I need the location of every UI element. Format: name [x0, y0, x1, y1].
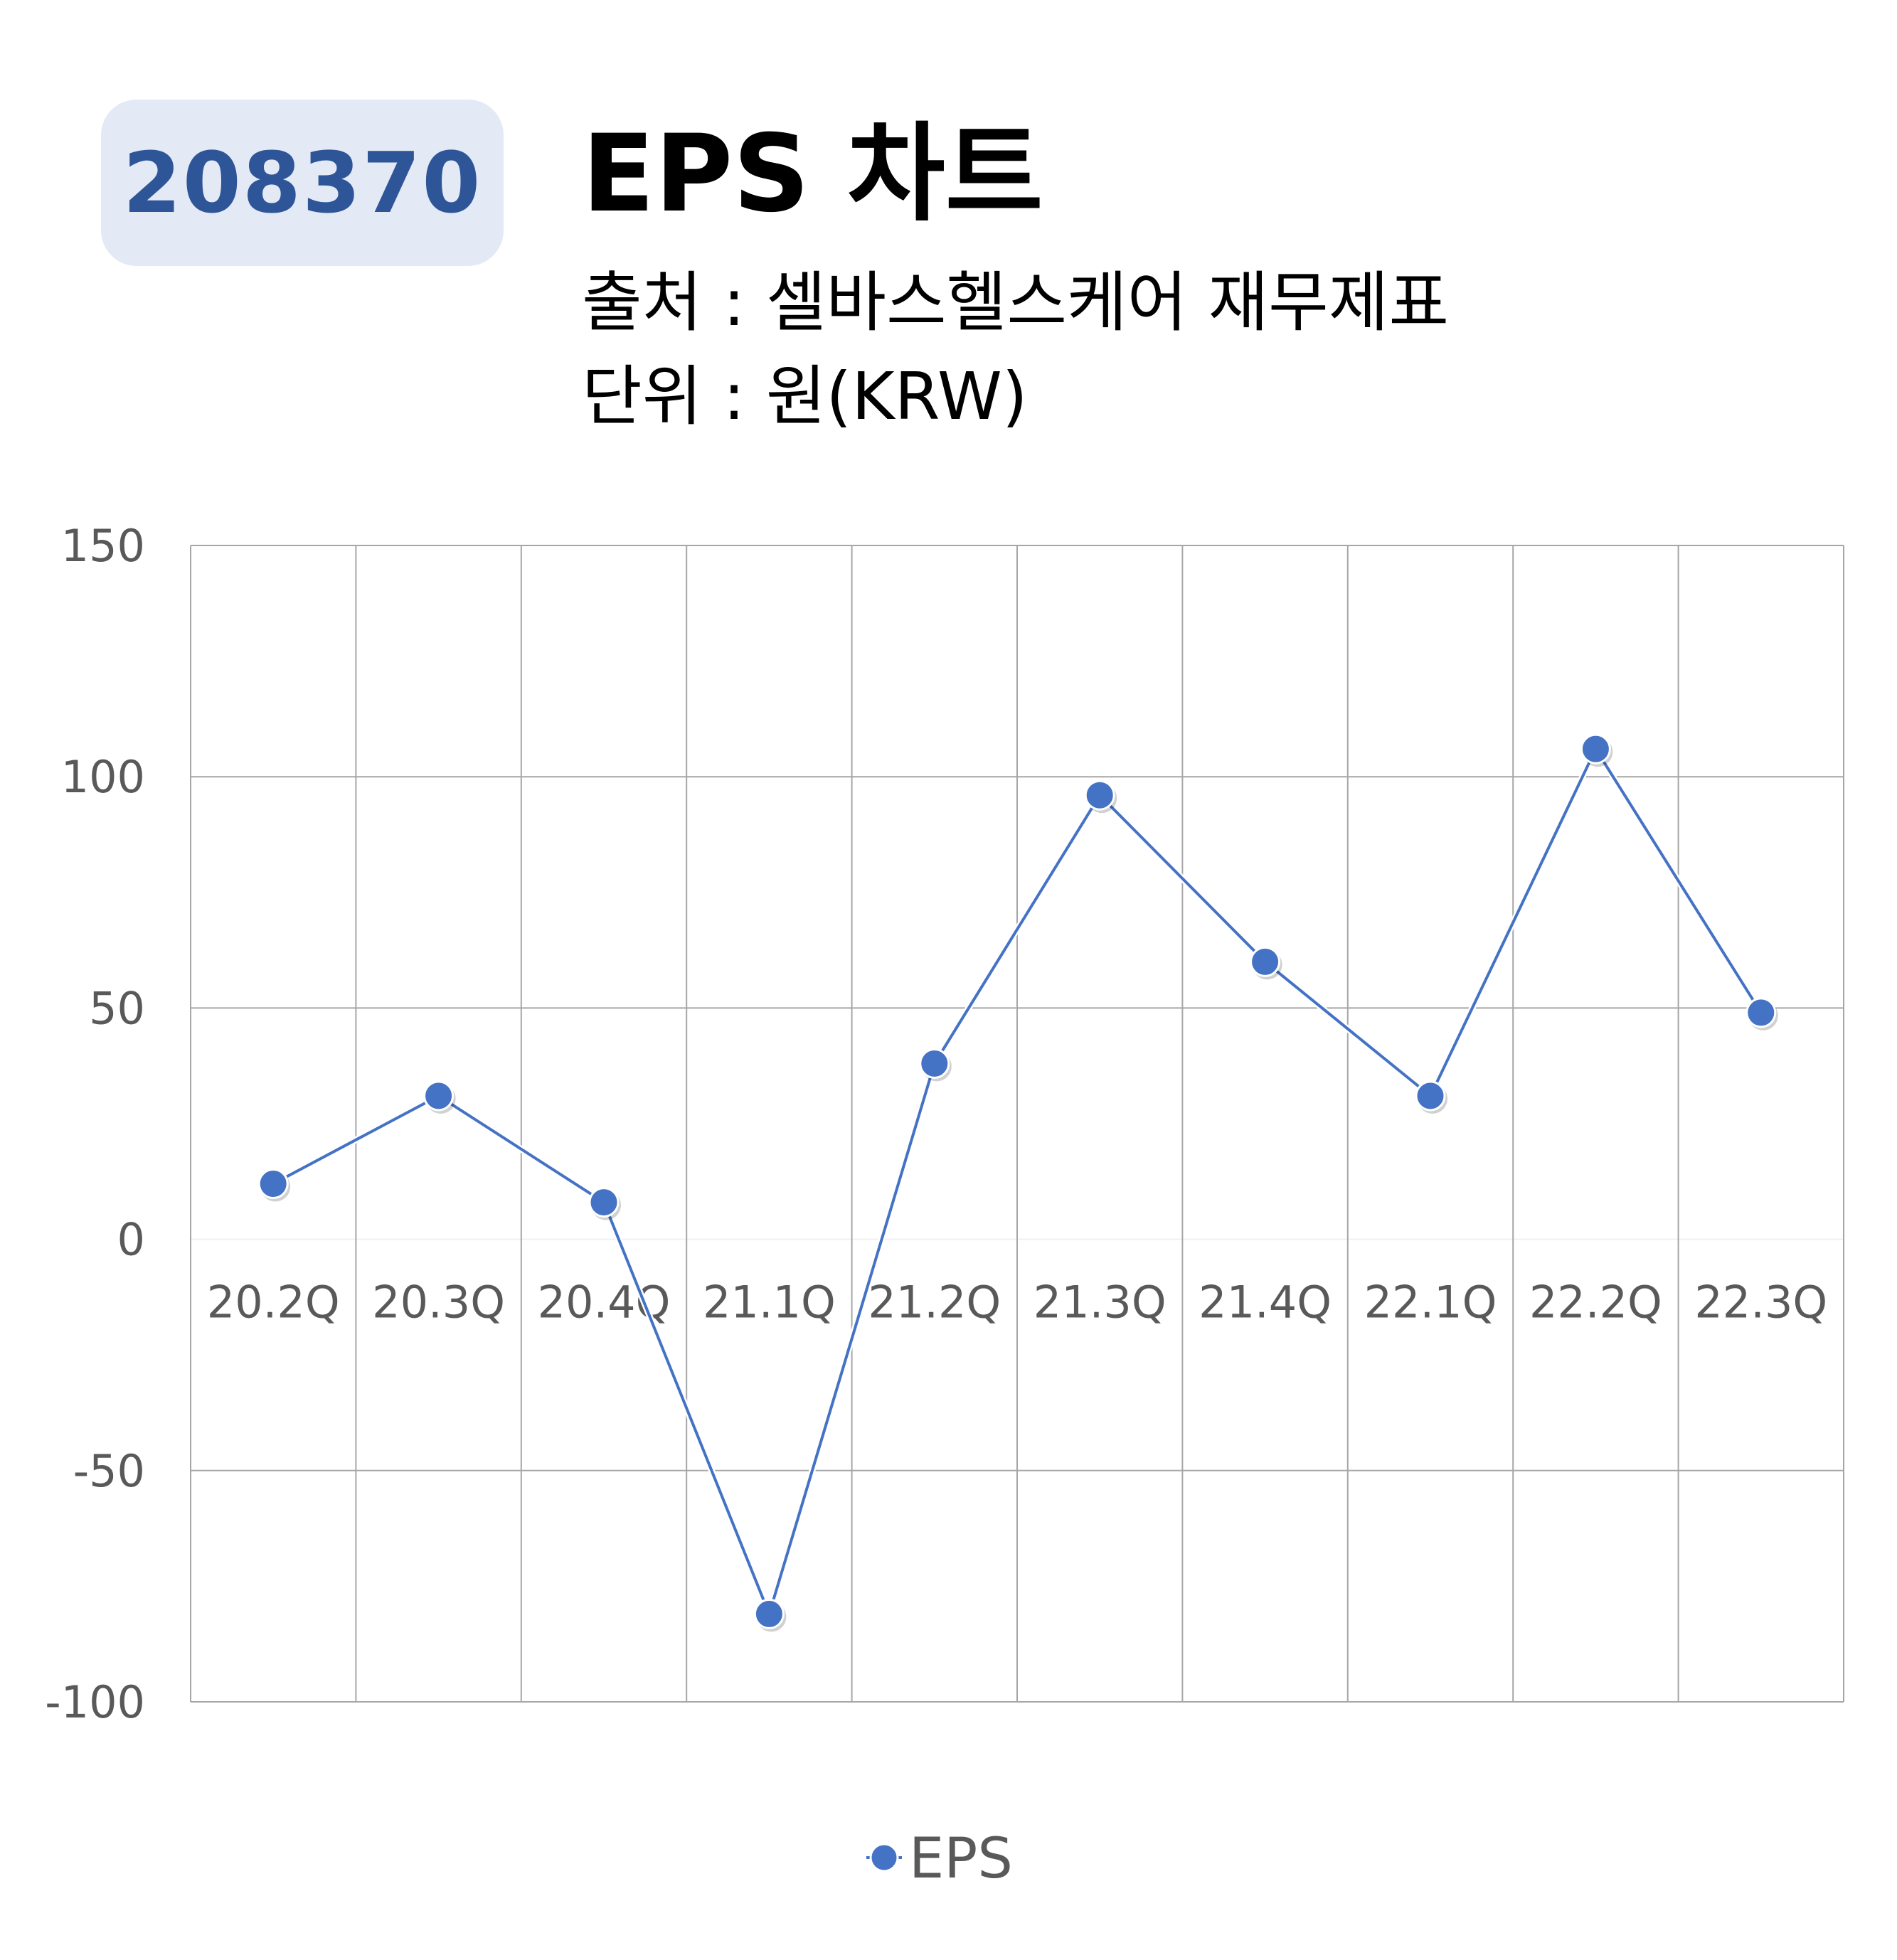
- y-tick-label: -100: [45, 1676, 145, 1728]
- x-tick-label: 22.1Q: [1364, 1277, 1497, 1328]
- data-point: [1745, 997, 1777, 1028]
- grid: [190, 545, 1844, 1703]
- x-tick-label: 22.2Q: [1529, 1277, 1662, 1328]
- series-eps: [257, 733, 1778, 1632]
- series-line: [272, 747, 1763, 1616]
- ticker-badge: 208370: [101, 100, 504, 266]
- x-tick-label: 21.1Q: [703, 1277, 836, 1328]
- y-tick-label: -50: [73, 1445, 145, 1497]
- legend-marker: [869, 1843, 899, 1873]
- data-point: [588, 1187, 620, 1218]
- x-tick-label: 20.2Q: [207, 1277, 340, 1328]
- y-tick-label: 50: [89, 982, 145, 1034]
- y-axis-ticks: 150 100 50 0 -50 -100: [45, 520, 145, 1728]
- data-point: [257, 1168, 289, 1200]
- data-point: [919, 1048, 950, 1079]
- data-point: [1580, 733, 1611, 765]
- y-tick-label: 150: [61, 520, 145, 572]
- source-line: 출처 : 셀바스헬스케어 재무제표: [582, 265, 1450, 341]
- x-tick-label: 21.3Q: [1033, 1277, 1167, 1328]
- data-point: [1250, 946, 1281, 977]
- data-point: [753, 1598, 785, 1629]
- data-point: [1084, 779, 1115, 811]
- unit-line: 단위 : 원(KRW): [582, 358, 1028, 435]
- y-tick-label: 0: [117, 1214, 145, 1266]
- x-tick-label: 21.2Q: [868, 1277, 1001, 1328]
- x-tick-label: 21.4Q: [1199, 1277, 1332, 1328]
- legend: EPS: [866, 1827, 1013, 1891]
- x-tick-label: 22.3Q: [1694, 1277, 1827, 1328]
- legend-label-eps: EPS: [909, 1827, 1013, 1891]
- data-point: [423, 1080, 455, 1112]
- x-tick-label: 20.3Q: [372, 1277, 505, 1328]
- y-tick-label: 100: [61, 751, 145, 803]
- chart-title: EPS 차트: [582, 112, 1043, 236]
- data-point: [1415, 1080, 1446, 1112]
